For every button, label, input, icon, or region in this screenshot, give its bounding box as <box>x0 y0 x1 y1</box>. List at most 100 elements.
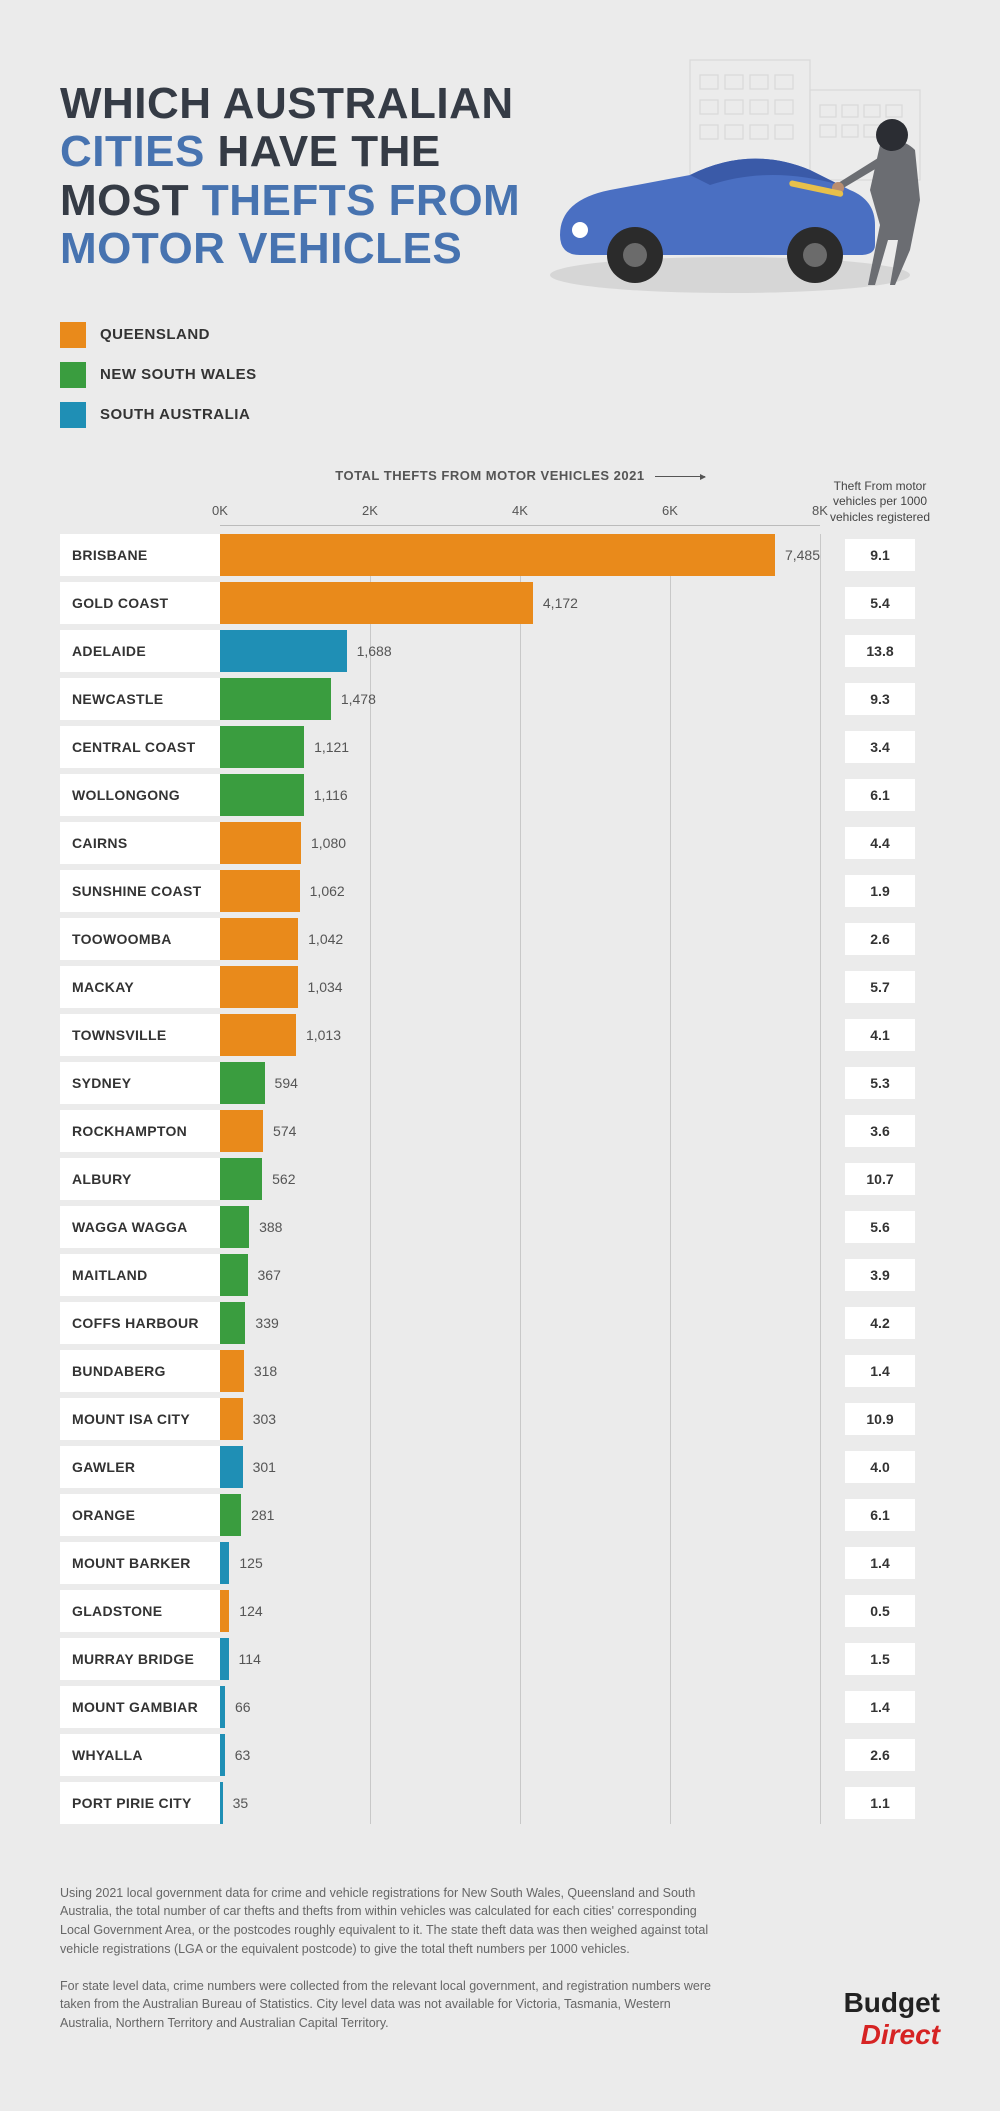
title-line3a: MOST <box>60 176 189 225</box>
axis-row: TOTAL THEFTS FROM MOTOR VEHICLES 2021 0K… <box>60 468 940 526</box>
city-label: COFFS HARBOUR <box>60 1302 220 1344</box>
rate-value: 9.1 <box>845 539 915 571</box>
rate-value: 3.9 <box>845 1259 915 1291</box>
table-row: MURRAY BRIDGE1141.5 <box>60 1638 940 1680</box>
table-row: GAWLER3014.0 <box>60 1446 940 1488</box>
rate-cell: 1.4 <box>820 1686 940 1728</box>
bar-value: 1,688 <box>357 643 392 659</box>
rate-value: 4.4 <box>845 827 915 859</box>
bar-cell: 318 <box>220 1350 820 1392</box>
rate-cell: 1.4 <box>820 1542 940 1584</box>
table-row: TOWNSVILLE1,0134.1 <box>60 1014 940 1056</box>
bar <box>220 1254 248 1296</box>
title-line1: WHICH AUSTRALIAN <box>60 79 514 128</box>
bar <box>220 1158 262 1200</box>
thief-car-illustration <box>540 50 960 310</box>
bar <box>220 1494 241 1536</box>
x-tick: 0K <box>212 503 228 518</box>
rate-value: 1.1 <box>845 1787 915 1819</box>
bar-value: 1,034 <box>308 979 343 995</box>
bar-cell: 124 <box>220 1590 820 1632</box>
city-label: MOUNT ISA CITY <box>60 1398 220 1440</box>
legend-label: SOUTH AUSTRALIA <box>100 406 250 423</box>
bar <box>220 1398 243 1440</box>
table-row: BRISBANE7,4859.1 <box>60 534 940 576</box>
city-label: WHYALLA <box>60 1734 220 1776</box>
bar-cell: 66 <box>220 1686 820 1728</box>
rate-value: 5.3 <box>845 1067 915 1099</box>
table-row: ORANGE2816.1 <box>60 1494 940 1536</box>
rate-value: 3.4 <box>845 731 915 763</box>
bar-cell: 35 <box>220 1782 820 1824</box>
city-label: PORT PIRIE CITY <box>60 1782 220 1824</box>
chart-rows: BRISBANE7,4859.1 GOLD COAST4,1725.4 ADELAI… <box>60 534 940 1824</box>
rate-value: 3.6 <box>845 1115 915 1147</box>
bar-value: 1,013 <box>306 1027 341 1043</box>
rate-cell: 5.7 <box>820 966 940 1008</box>
rate-value: 1.4 <box>845 1691 915 1723</box>
table-row: GLADSTONE1240.5 <box>60 1590 940 1632</box>
bar-value: 63 <box>235 1747 251 1763</box>
bar-cell: 1,121 <box>220 726 820 768</box>
bar-cell: 574 <box>220 1110 820 1152</box>
legend-item: QUEENSLAND <box>60 322 940 348</box>
bar-value: 1,062 <box>310 883 345 899</box>
rate-value: 1.9 <box>845 875 915 907</box>
rate-value: 2.6 <box>845 923 915 955</box>
table-row: MACKAY1,0345.7 <box>60 966 940 1008</box>
rate-cell: 5.6 <box>820 1206 940 1248</box>
axis-arrow-icon <box>655 476 705 477</box>
bar-cell: 594 <box>220 1062 820 1104</box>
rate-value: 0.5 <box>845 1595 915 1627</box>
bar-cell: 303 <box>220 1398 820 1440</box>
footnote-p1: Using 2021 local government data for cri… <box>60 1884 720 1959</box>
bar-cell: 1,478 <box>220 678 820 720</box>
brand-direct: Direct <box>861 2019 940 2051</box>
x-axis-title: TOTAL THEFTS FROM MOTOR VEHICLES 2021 <box>220 468 820 503</box>
bar-cell: 1,688 <box>220 630 820 672</box>
rate-cell: 10.9 <box>820 1398 940 1440</box>
rate-cell: 6.1 <box>820 1494 940 1536</box>
table-row: MOUNT GAMBIAR661.4 <box>60 1686 940 1728</box>
city-label: SUNSHINE COAST <box>60 870 220 912</box>
city-label: ALBURY <box>60 1158 220 1200</box>
bar-value: 114 <box>239 1651 261 1667</box>
bar <box>220 630 347 672</box>
rate-cell: 1.9 <box>820 870 940 912</box>
title-line2b: HAVE THE <box>218 127 441 176</box>
bar-value: 125 <box>239 1555 262 1571</box>
city-label: TOWNSVILLE <box>60 1014 220 1056</box>
bar-cell: 281 <box>220 1494 820 1536</box>
table-row: WOLLONGONG1,1166.1 <box>60 774 940 816</box>
table-row: PORT PIRIE CITY35 1.1 <box>60 1782 940 1824</box>
table-row: WHYALLA 63 2.6 <box>60 1734 940 1776</box>
page-title: WHICH AUSTRALIAN CITIES HAVE THE MOST TH… <box>60 80 580 274</box>
legend-swatch <box>60 322 86 348</box>
city-label: MAITLAND <box>60 1254 220 1296</box>
rate-value: 1.4 <box>845 1355 915 1387</box>
city-label: NEWCASTLE <box>60 678 220 720</box>
bar <box>220 726 304 768</box>
legend-label: QUEENSLAND <box>100 326 210 343</box>
table-row: ADELAIDE1,68813.8 <box>60 630 940 672</box>
bar-value: 574 <box>273 1123 296 1139</box>
brand-logo: Budget Direct <box>760 1987 940 2051</box>
rate-value: 6.1 <box>845 1499 915 1531</box>
bar-value: 562 <box>272 1171 295 1187</box>
title-line3b: THEFTS FROM <box>202 176 520 225</box>
rate-column-header: Theft From motor vehicles per 1000 vehic… <box>820 479 940 526</box>
rate-value: 6.1 <box>845 779 915 811</box>
rate-value: 2.6 <box>845 1739 915 1771</box>
table-row: GOLD COAST4,1725.4 <box>60 582 940 624</box>
bar-cell: 4,172 <box>220 582 820 624</box>
rate-cell: 1.5 <box>820 1638 940 1680</box>
city-label: MOUNT BARKER <box>60 1542 220 1584</box>
bar-value: 1,080 <box>311 835 346 851</box>
rate-value: 10.9 <box>845 1403 915 1435</box>
table-row: MOUNT ISA CITY303 10.9 <box>60 1398 940 1440</box>
bar <box>220 1062 265 1104</box>
legend-item: SOUTH AUSTRALIA <box>60 402 940 428</box>
table-row: ROCKHAMPTON5743.6 <box>60 1110 940 1152</box>
rate-value: 9.3 <box>845 683 915 715</box>
bar-value: 124 <box>239 1603 262 1619</box>
